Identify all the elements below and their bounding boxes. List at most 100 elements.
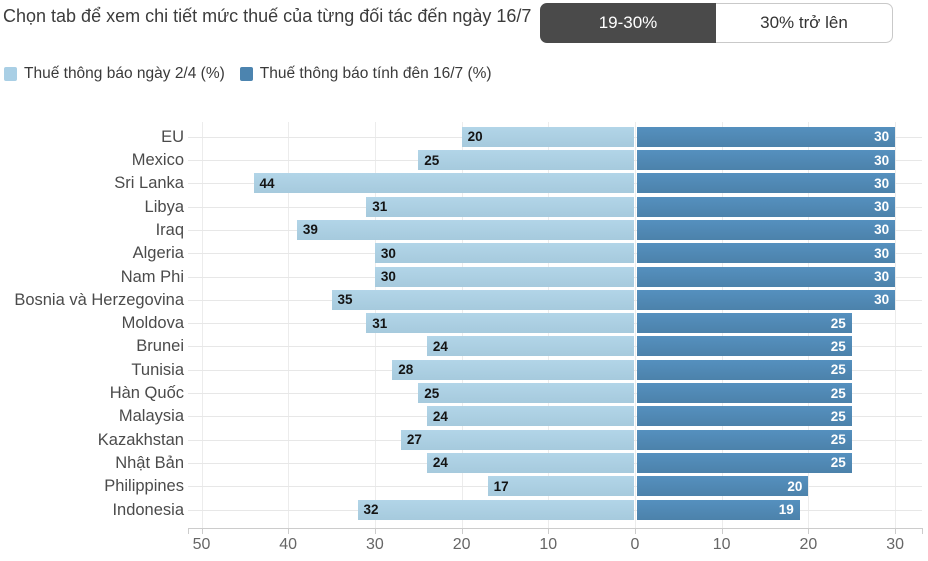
x-tick-mark bbox=[374, 528, 376, 534]
bar-current-july[interactable]: 25 bbox=[637, 383, 852, 403]
x-gridline bbox=[201, 122, 203, 528]
country-label: Indonesia bbox=[112, 500, 184, 519]
bar-current-july[interactable]: 25 bbox=[637, 313, 852, 334]
x-tick-label: 10 bbox=[539, 536, 558, 553]
country-label: Mexico bbox=[131, 151, 184, 169]
bar-announced-april[interactable]: 20 bbox=[461, 126, 634, 147]
bar-value-label: 30 bbox=[874, 269, 890, 284]
bar-announced-april[interactable]: 28 bbox=[392, 359, 634, 380]
bar-current-july[interactable]: 20 bbox=[637, 476, 809, 497]
bar-current-july[interactable]: 25 bbox=[637, 359, 852, 380]
x-tick-label: 30 bbox=[886, 536, 904, 553]
bar-current-july[interactable]: 25 bbox=[637, 452, 852, 473]
bar-current-july[interactable]: 25 bbox=[637, 429, 852, 450]
bar-announced-april[interactable]: 31 bbox=[366, 196, 634, 217]
x-tick-mark bbox=[895, 528, 897, 534]
bar-announced-april[interactable]: 39 bbox=[296, 219, 634, 240]
x-tick-mark bbox=[808, 528, 810, 534]
x-gridline bbox=[288, 122, 290, 528]
bar-announced-april[interactable]: 35 bbox=[331, 289, 634, 310]
x-tick-mark bbox=[922, 528, 923, 534]
country-label: Sri Lanka bbox=[114, 174, 184, 193]
bar-value-label: 25 bbox=[830, 315, 846, 331]
bar-current-july[interactable]: 30 bbox=[637, 173, 896, 194]
bar-value-label: 39 bbox=[302, 222, 318, 238]
tab-19-30[interactable]: 19-30% bbox=[540, 3, 716, 43]
bar-value-label: 30 bbox=[874, 245, 890, 261]
bar-value-label: 25 bbox=[830, 385, 846, 401]
x-tick-label: 40 bbox=[279, 536, 298, 553]
bar-value-label: 25 bbox=[830, 408, 846, 424]
bar-value-label: 17 bbox=[493, 478, 509, 494]
country-label: Iraq bbox=[155, 220, 184, 239]
bar-announced-april[interactable]: 24 bbox=[426, 406, 634, 427]
bar-value-label: 25 bbox=[830, 338, 846, 354]
bar-current-july[interactable]: 30 bbox=[637, 126, 896, 147]
bar-value-label: 30 bbox=[874, 292, 890, 308]
bar-value-label: 24 bbox=[432, 338, 448, 354]
bar-current-july[interactable]: 30 bbox=[637, 196, 896, 217]
bar-value-label: 25 bbox=[424, 385, 440, 401]
x-tick-label: 50 bbox=[192, 536, 211, 553]
bar-announced-april[interactable]: 30 bbox=[374, 266, 634, 287]
bar-current-july[interactable]: 30 bbox=[637, 266, 896, 287]
country-label: Moldova bbox=[121, 314, 184, 333]
bar-value-label: 19 bbox=[778, 502, 794, 517]
bar-value-label: 20 bbox=[467, 129, 483, 145]
bar-value-label: 25 bbox=[830, 362, 846, 378]
x-tick-label: 30 bbox=[365, 536, 384, 553]
bar-value-label: 24 bbox=[432, 408, 448, 424]
bar-value-label: 25 bbox=[830, 455, 846, 471]
bar-value-label: 27 bbox=[406, 432, 422, 448]
bar-announced-april[interactable]: 24 bbox=[426, 452, 634, 473]
bar-value-label: 44 bbox=[259, 175, 275, 191]
country-label: Nhật Bản bbox=[115, 453, 184, 472]
bar-value-label: 30 bbox=[874, 199, 890, 215]
bar-value-label: 30 bbox=[380, 245, 396, 261]
bar-announced-april[interactable]: 25 bbox=[418, 150, 634, 170]
bar-announced-april[interactable]: 31 bbox=[366, 313, 634, 334]
bar-announced-april[interactable]: 30 bbox=[374, 243, 634, 264]
x-tick-mark bbox=[461, 528, 463, 534]
bar-value-label: 35 bbox=[337, 292, 353, 308]
bar-current-july[interactable]: 30 bbox=[637, 289, 896, 310]
country-label: Algeria bbox=[132, 244, 184, 263]
country-label: Kazakhstan bbox=[97, 430, 184, 449]
bar-current-july[interactable]: 30 bbox=[637, 150, 896, 170]
bar-value-label: 30 bbox=[874, 175, 890, 191]
legend: Thuế thông báo ngày 2/4 (%) Thuế thông b… bbox=[4, 65, 492, 83]
x-tick-label: 20 bbox=[799, 536, 818, 553]
bar-value-label: 30 bbox=[874, 152, 890, 168]
bar-announced-april[interactable]: 32 bbox=[357, 499, 634, 520]
bar-value-label: 30 bbox=[874, 222, 890, 238]
legend-label: Thuế thông báo tính đên 16/7 (%) bbox=[259, 65, 492, 82]
country-label: Hàn Quốc bbox=[109, 384, 184, 402]
bar-announced-april[interactable]: 44 bbox=[253, 173, 634, 194]
bar-current-july[interactable]: 30 bbox=[637, 219, 896, 240]
bar-value-label: 20 bbox=[787, 478, 803, 494]
bar-announced-april[interactable]: 24 bbox=[426, 336, 634, 357]
bar-announced-april[interactable]: 17 bbox=[487, 476, 634, 497]
bar-current-july[interactable]: 25 bbox=[637, 336, 852, 357]
x-tick-label: 20 bbox=[452, 536, 471, 553]
legend-label: Thuế thông báo ngày 2/4 (%) bbox=[24, 65, 225, 82]
country-label: Libya bbox=[144, 197, 184, 216]
x-tick-label: 0 bbox=[630, 536, 640, 553]
tab-30-plus[interactable]: 30% trở lên bbox=[716, 3, 893, 43]
bar-current-july[interactable]: 30 bbox=[637, 243, 896, 264]
bar-current-july[interactable]: 19 bbox=[637, 499, 800, 520]
x-tick-mark bbox=[635, 528, 636, 534]
bar-value-label: 31 bbox=[372, 199, 388, 215]
x-gridline bbox=[895, 122, 897, 528]
country-label: Philippines bbox=[104, 477, 184, 496]
country-label: Bosnia và Herzegovina bbox=[14, 290, 184, 309]
bar-value-label: 30 bbox=[380, 269, 396, 284]
x-tick-mark bbox=[201, 528, 203, 534]
x-axis-line bbox=[188, 528, 922, 529]
country-label: Malaysia bbox=[118, 407, 184, 426]
bar-announced-april[interactable]: 25 bbox=[418, 383, 634, 403]
bar-announced-april[interactable]: 27 bbox=[400, 429, 634, 450]
bar-current-july[interactable]: 25 bbox=[637, 406, 852, 427]
